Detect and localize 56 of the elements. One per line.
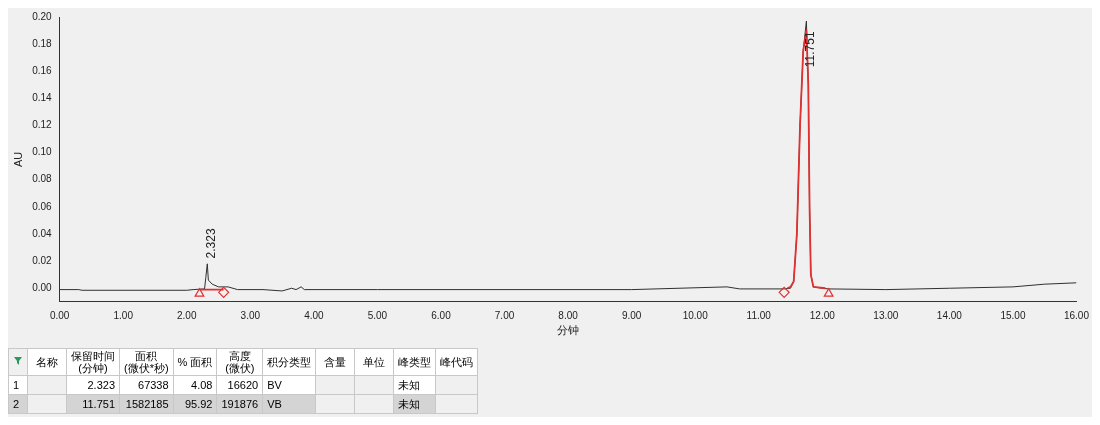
x-tick-label: 7.00 — [494, 309, 515, 321]
x-tick-label: 1.00 — [113, 309, 134, 321]
x-tick-label: 3.00 — [240, 309, 261, 321]
y-tick-label: 0.12 — [32, 119, 53, 131]
y-tick-label: 0.08 — [32, 173, 53, 185]
x-axis-title: 分钟 — [557, 324, 580, 337]
text: 名称 — [27, 348, 67, 376]
annotation: 2.323 — [203, 228, 218, 259]
text: 95.92 — [173, 394, 217, 414]
x-tick-label: 9.00 — [621, 309, 642, 321]
text: 1 — [8, 375, 28, 395]
y-tick-label: 0.06 — [32, 200, 53, 212]
text: 面积 (微伏*秒) — [119, 348, 174, 376]
text: 未知 — [393, 394, 436, 414]
x-tick-label: 4.00 — [304, 309, 325, 321]
text: 积分类型 — [262, 348, 316, 376]
text: 含量 — [315, 348, 355, 376]
y-axis-title: AU — [11, 151, 24, 168]
text: 191876 — [216, 394, 263, 414]
text: 67338 — [119, 375, 174, 395]
x-tick-label: 0.00 — [49, 309, 70, 321]
x-tick-label: 10.00 — [682, 309, 709, 321]
text: 4.08 — [173, 375, 217, 395]
text: 2.323 — [66, 375, 120, 395]
x-tick-label: 13.00 — [873, 309, 899, 321]
y-tick-label: 0.20 — [32, 10, 53, 22]
text: 未知 — [393, 375, 436, 395]
x-tick-label: 2.00 — [177, 309, 197, 321]
text: 保留时间 (分钟) — [66, 348, 120, 376]
x-tick-label: 11.00 — [746, 309, 772, 321]
text: 11.751 — [66, 394, 120, 414]
x-tick-label: 12.00 — [809, 309, 836, 321]
x-tick-label: 8.00 — [558, 309, 579, 321]
text: BV — [262, 375, 316, 395]
text: 2 — [8, 394, 28, 414]
y-tick-label: 0.14 — [32, 92, 53, 104]
text: 峰代码 — [435, 348, 478, 376]
x-tick-label: 6.00 — [431, 309, 452, 321]
y-tick-label: 0.04 — [32, 227, 53, 239]
y-tick-label: 0.16 — [32, 65, 53, 76]
text: VB — [262, 394, 316, 414]
y-tick-label: 0.18 — [32, 37, 53, 49]
y-tick-label: 0.02 — [32, 254, 53, 266]
text: % 面积 — [173, 348, 217, 376]
text: 单位 — [354, 348, 394, 376]
x-tick-label: 15.00 — [1000, 309, 1026, 321]
x-tick-label: 16.00 — [1063, 309, 1090, 321]
y-tick-label: 0.00 — [32, 281, 53, 293]
x-tick-label: 5.00 — [367, 309, 388, 321]
x-tick-label: 14.00 — [936, 309, 963, 321]
y-tick-label: 0.10 — [32, 146, 53, 158]
text: 峰类型 — [393, 348, 436, 376]
text: 16620 — [216, 375, 263, 395]
text: 1582185 — [119, 394, 174, 414]
annotation: 11.751 — [802, 31, 817, 68]
text: 高度 (微伏) — [216, 348, 263, 376]
